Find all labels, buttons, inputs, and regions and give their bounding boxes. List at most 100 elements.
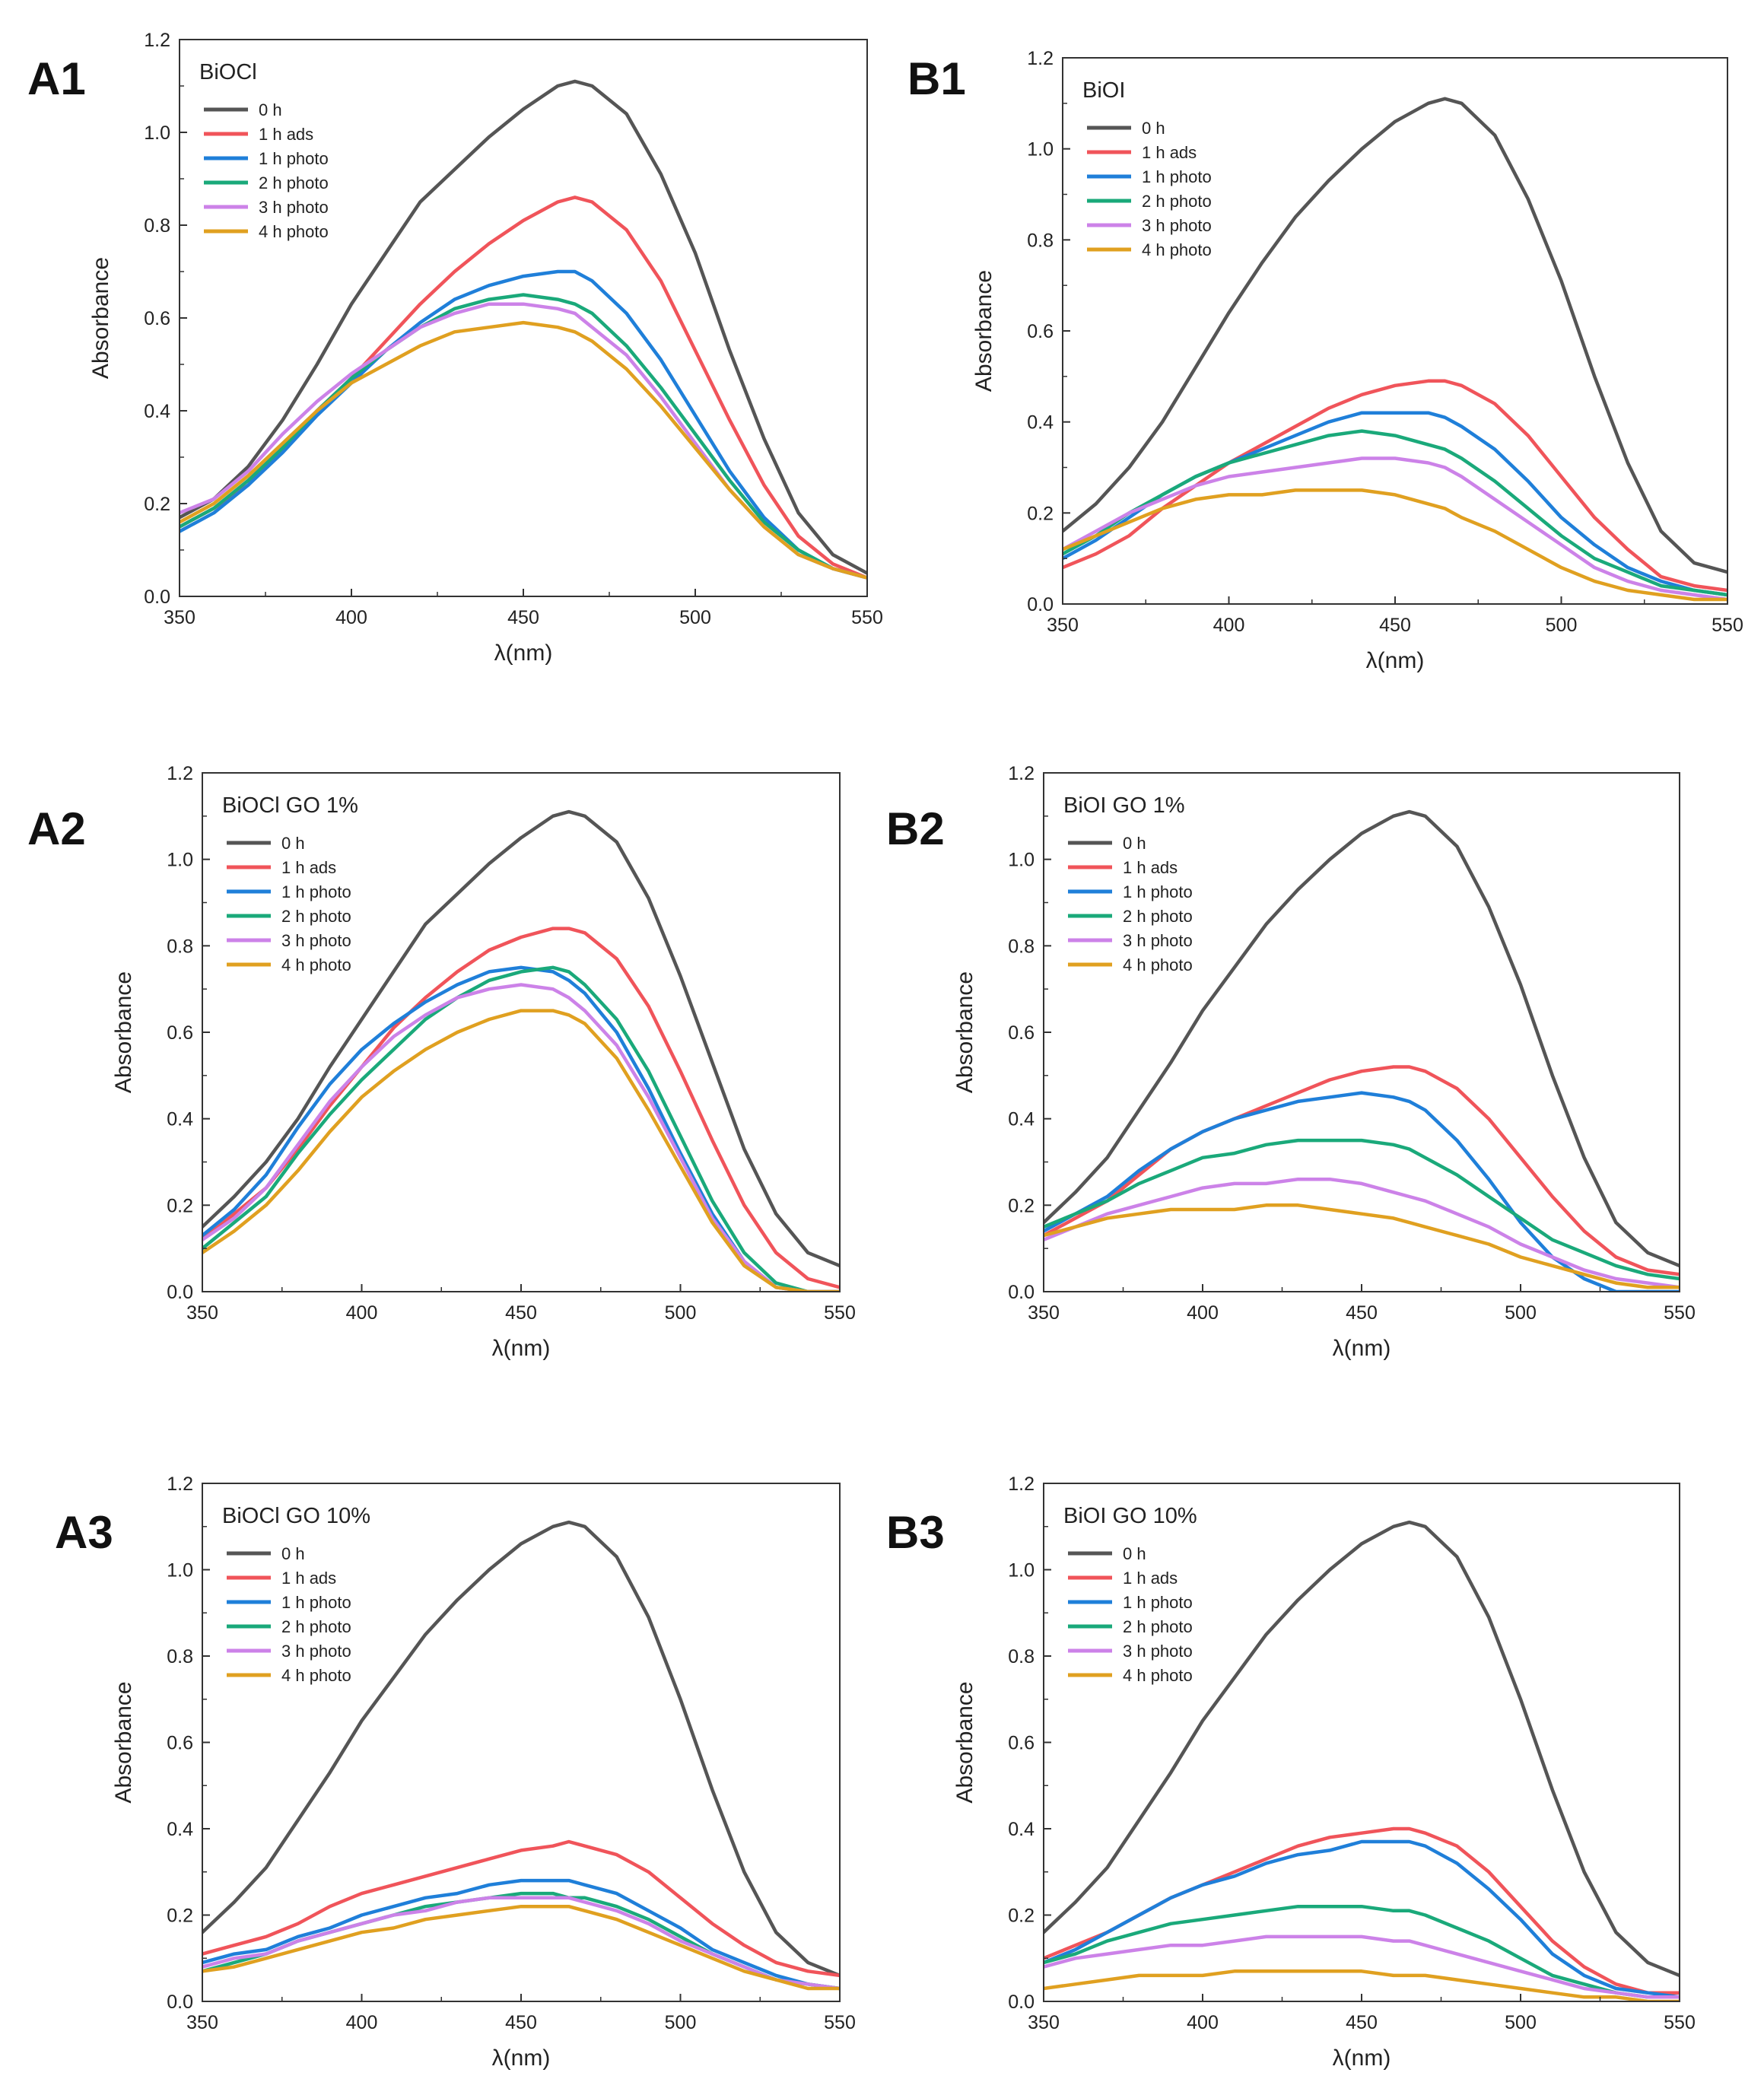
legend: 0 h 1 h ads 1 h photo 2 h photo 3 h photo 4 h… [204, 100, 329, 241]
x-axis-title: λ(nm) [492, 2046, 551, 2071]
y-tick-label: 0.2 [144, 494, 170, 515]
series-lines [202, 809, 840, 1292]
y-tick-label: 1.2 [144, 30, 170, 51]
x-tick-label: 550 [824, 1302, 856, 1324]
series-line-0-h [1044, 1520, 1680, 1978]
legend-label: 3 h photo [281, 931, 351, 950]
y-tick-label: 0.8 [167, 936, 193, 957]
x-tick-label: 350 [1028, 1302, 1060, 1324]
series-lines [202, 1520, 840, 1991]
legend-label: 1 h photo [259, 149, 329, 168]
legend-label: 3 h photo [281, 1642, 351, 1661]
legend-label: 0 h [259, 100, 282, 119]
legend-label: 0 h [1123, 1544, 1146, 1563]
y-tick-label: 0.0 [144, 587, 170, 608]
legend-label: 0 h [281, 834, 305, 853]
series-line-3-h-photo [202, 1896, 840, 1991]
legend-label: 4 h photo [259, 222, 329, 241]
y-tick-label: 0.4 [144, 401, 170, 422]
x-tick-label: 550 [824, 2012, 856, 2033]
series-line-2-h-photo [202, 965, 840, 1292]
y-tick-label: 0.4 [1008, 1819, 1035, 1840]
x-tick-label: 550 [1712, 615, 1743, 636]
series-lines [1044, 1520, 1680, 2001]
y-tick-label: 1.0 [1027, 139, 1054, 161]
y-tick-label: 1.0 [144, 122, 170, 144]
series-line-3-h-photo [1063, 456, 1727, 602]
series-line-2-h-photo [1063, 429, 1727, 597]
legend-label: 4 h photo [1123, 1666, 1193, 1685]
y-axis-title: Absorbance [88, 257, 113, 379]
x-tick-label: 450 [505, 1302, 537, 1324]
chart-panel-a1: A1 350 400 450 500 550 0.0 0.2 0.4 0.6 0.8 1.0 1.2 λ(… [27, 30, 883, 666]
legend-label: 3 h photo [1123, 931, 1193, 950]
y-axis-title: Absorbance [952, 971, 977, 1093]
y-tick-label: 0.6 [167, 1022, 193, 1044]
y-tick-label: 1.2 [1008, 763, 1035, 784]
y-tick-label: 0.0 [1008, 1992, 1035, 2013]
x-tick-label: 450 [1346, 2012, 1378, 2033]
x-tick-label: 400 [1187, 1302, 1219, 1324]
legend-label: 2 h photo [281, 907, 351, 926]
y-tick-label: 0.2 [1008, 1906, 1035, 1927]
series-lines [1044, 809, 1680, 1292]
series-line-0-h [180, 79, 867, 575]
x-axis-title: λ(nm) [494, 641, 553, 666]
series-lines [1063, 97, 1727, 602]
y-tick-label: 0.8 [1008, 1646, 1035, 1667]
chart-title: BiOCl GO 10% [222, 1504, 370, 1528]
legend-label: 0 h [1142, 119, 1165, 138]
legend-label: 3 h photo [259, 198, 329, 217]
chart-title: BiOI [1082, 78, 1125, 103]
y-tick-label: 0.6 [167, 1733, 193, 1754]
y-tick-label: 0.2 [167, 1906, 193, 1927]
series-line-1-h-photo [1063, 411, 1727, 597]
y-tick-label: 0.6 [1027, 321, 1054, 342]
y-tick-label: 0.6 [1008, 1733, 1035, 1754]
x-tick-label: 400 [346, 1302, 378, 1324]
legend-label: 1 h ads [1142, 143, 1197, 162]
series-line-2-h-photo [1044, 1904, 1680, 1999]
series-line-1-h-ads [202, 1839, 840, 1978]
x-tick-label: 400 [1187, 2012, 1219, 2033]
series-line-2-h-photo [1044, 1138, 1680, 1281]
x-axis-title: λ(nm) [1366, 648, 1425, 673]
chart-title: BiOCl [199, 60, 257, 84]
y-tick-label: 0.4 [1027, 412, 1054, 434]
panel-letter: A3 [55, 1507, 113, 1558]
x-tick-label: 450 [1379, 615, 1411, 636]
x-tick-label: 500 [665, 1302, 697, 1324]
series-line-4-h-photo [1063, 488, 1727, 602]
chart-title: BiOI GO 10% [1063, 1504, 1197, 1528]
series-line-4-h-photo [202, 1009, 840, 1292]
series-line-4-h-photo [202, 1904, 840, 1991]
series-line-1-h-photo [202, 965, 840, 1292]
y-tick-label: 1.2 [1008, 1473, 1035, 1495]
x-tick-label: 400 [1213, 615, 1245, 636]
series-line-3-h-photo [1044, 1177, 1680, 1289]
plot-frame [1062, 57, 1728, 605]
legend-label: 0 h [1123, 834, 1146, 853]
series-line-0-h [1044, 809, 1680, 1268]
chart-title: BiOI GO 1% [1063, 793, 1185, 818]
legend: 0 h 1 h ads 1 h photo 2 h photo 3 h photo 4 h… [227, 834, 351, 974]
series-line-1-h-ads [1044, 1065, 1680, 1276]
panel-letter: B1 [907, 53, 966, 104]
x-tick-label: 550 [1664, 2012, 1696, 2033]
series-line-1-h-ads [1063, 379, 1727, 593]
legend-label: 2 h photo [281, 1617, 351, 1636]
y-tick-label: 1.0 [1008, 1560, 1035, 1582]
y-tick-label: 0.4 [1008, 1109, 1035, 1130]
series-line-3-h-photo [202, 983, 840, 1292]
y-axis-title: Absorbance [111, 971, 136, 1093]
legend: 0 h 1 h ads 1 h photo 2 h photo 3 h photo 4 h… [227, 1544, 351, 1685]
series-line-1-h-ads [202, 927, 840, 1289]
series-line-3-h-photo [1044, 1934, 1680, 1999]
y-tick-label: 0.2 [1008, 1195, 1035, 1216]
legend: 0 h 1 h ads 1 h photo 2 h photo 3 h photo 4 h… [1087, 119, 1212, 259]
legend-label: 1 h ads [281, 858, 336, 877]
x-tick-label: 500 [679, 607, 711, 628]
legend-label: 1 h ads [1123, 858, 1178, 877]
x-tick-label: 450 [507, 607, 539, 628]
